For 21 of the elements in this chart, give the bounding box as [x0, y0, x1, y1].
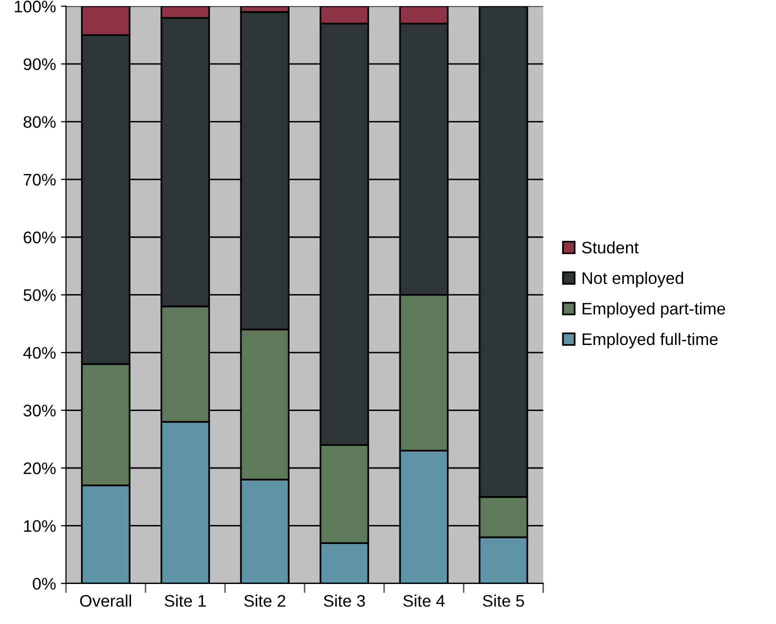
y-tick-label: 80% [24, 116, 56, 128]
x-tick-label: Site 3 [324, 594, 365, 607]
x-tick-label: Overall [80, 594, 132, 607]
y-tick-label: 100% [14, 0, 56, 12]
y-tick-label: 30% [24, 404, 56, 416]
y-tick-label: 90% [24, 58, 56, 70]
x-tick-label: Site 5 [482, 594, 524, 607]
y-tick-label: 60% [24, 232, 56, 244]
legend-label: Employed part-time [582, 302, 726, 318]
legend-label: Not employed [582, 272, 684, 288]
legend-label: Student [582, 241, 639, 254]
y-tick-label: 40% [23, 346, 56, 359]
x-tick-label: Site 4 [403, 594, 445, 607]
x-tick-label: Site 1 [164, 594, 206, 607]
x-tick-label: Site 2 [244, 594, 286, 607]
y-tick-label: 20% [24, 462, 56, 474]
y-tick-label: 0% [32, 578, 56, 590]
legend-label: Employed full-time [582, 332, 718, 348]
y-tick-label: 50% [24, 289, 56, 302]
y-tick-label: 10% [24, 520, 56, 532]
y-tick-label: 70% [24, 174, 56, 186]
